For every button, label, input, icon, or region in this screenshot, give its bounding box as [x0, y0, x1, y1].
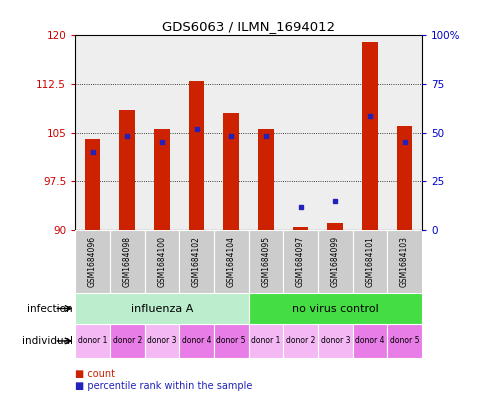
- Bar: [109, 230, 144, 293]
- Bar: [109, 324, 144, 358]
- Bar: [119, 110, 135, 230]
- Bar: [75, 324, 109, 358]
- Text: donor 5: donor 5: [216, 336, 245, 345]
- Bar: [144, 230, 179, 293]
- Text: donor 4: donor 4: [182, 336, 211, 345]
- Bar: [292, 227, 308, 230]
- Text: GSM1684095: GSM1684095: [261, 236, 270, 287]
- Text: GSM1684104: GSM1684104: [226, 236, 235, 287]
- Text: GSM1684096: GSM1684096: [88, 236, 97, 287]
- Text: GSM1684101: GSM1684101: [364, 236, 374, 287]
- Bar: [75, 230, 109, 293]
- Text: donor 2: donor 2: [285, 336, 315, 345]
- Text: infection: infection: [27, 303, 73, 314]
- Bar: [396, 126, 411, 230]
- Bar: [223, 113, 239, 230]
- Text: donor 5: donor 5: [389, 336, 419, 345]
- Bar: [386, 324, 421, 358]
- Bar: [352, 324, 386, 358]
- Bar: [179, 230, 213, 293]
- Bar: [213, 230, 248, 293]
- Bar: [144, 324, 179, 358]
- Bar: [362, 42, 377, 230]
- Bar: [318, 324, 352, 358]
- Bar: [248, 324, 283, 358]
- Bar: [257, 129, 273, 230]
- Bar: [213, 324, 248, 358]
- Text: GSM1684102: GSM1684102: [192, 236, 201, 287]
- Bar: [154, 129, 169, 230]
- Bar: [248, 230, 283, 293]
- Bar: [75, 293, 248, 324]
- Title: GDS6063 / ILMN_1694012: GDS6063 / ILMN_1694012: [162, 20, 334, 33]
- Bar: [283, 230, 318, 293]
- Bar: [327, 223, 342, 230]
- Text: GSM1684100: GSM1684100: [157, 236, 166, 287]
- Bar: [188, 81, 204, 230]
- Bar: [352, 230, 386, 293]
- Bar: [85, 139, 100, 230]
- Text: no virus control: no virus control: [291, 303, 378, 314]
- Bar: [248, 293, 421, 324]
- Text: GSM1684097: GSM1684097: [295, 236, 304, 287]
- Text: donor 4: donor 4: [354, 336, 384, 345]
- Text: donor 3: donor 3: [320, 336, 349, 345]
- Text: donor 2: donor 2: [112, 336, 142, 345]
- Text: GSM1684103: GSM1684103: [399, 236, 408, 287]
- Text: donor 3: donor 3: [147, 336, 176, 345]
- Text: ■ count: ■ count: [75, 369, 115, 379]
- Text: influenza A: influenza A: [130, 303, 193, 314]
- Bar: [179, 324, 213, 358]
- Text: GSM1684098: GSM1684098: [122, 236, 132, 287]
- Text: ■ percentile rank within the sample: ■ percentile rank within the sample: [75, 381, 252, 391]
- Text: GSM1684099: GSM1684099: [330, 236, 339, 287]
- Text: individual: individual: [22, 336, 73, 346]
- Text: donor 1: donor 1: [251, 336, 280, 345]
- Bar: [283, 324, 318, 358]
- Text: donor 1: donor 1: [77, 336, 107, 345]
- Bar: [386, 230, 421, 293]
- Bar: [318, 230, 352, 293]
